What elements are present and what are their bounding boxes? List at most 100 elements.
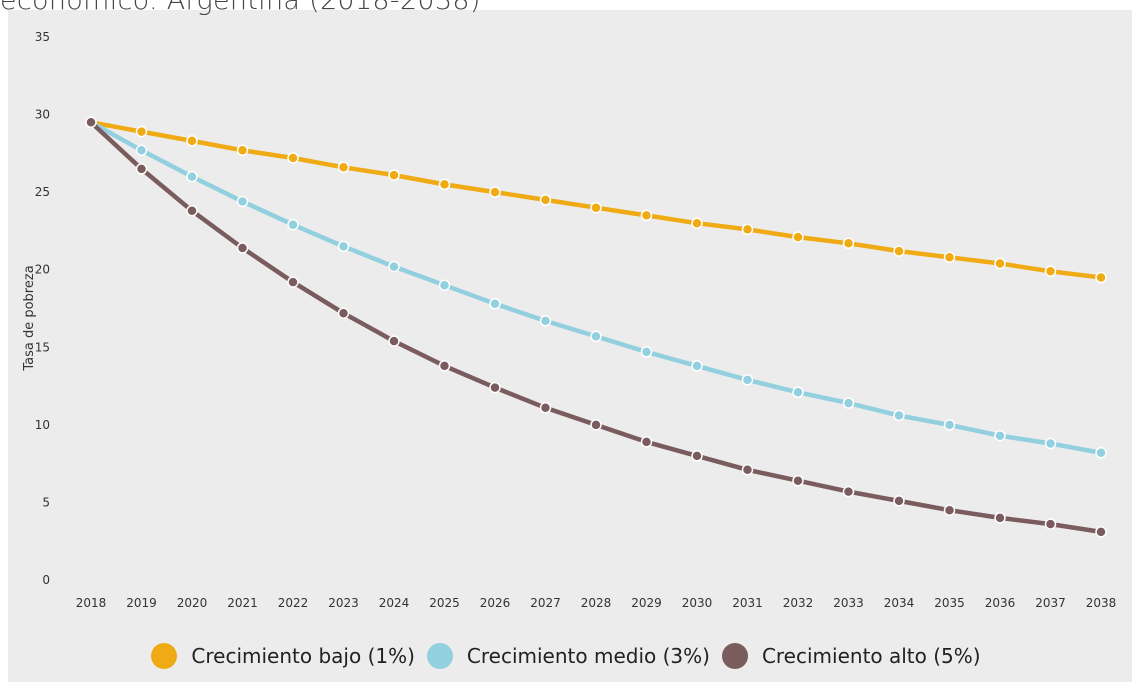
series-group	[85, 116, 1107, 459]
data-point	[135, 125, 148, 138]
data-point	[1095, 271, 1107, 284]
y-tick-label: 30	[35, 108, 50, 122]
data-point	[1095, 526, 1107, 538]
data-point	[85, 116, 97, 129]
data-point	[590, 330, 602, 343]
x-tick-label: 2028	[581, 596, 612, 610]
series-group	[85, 116, 1107, 538]
legend-label: Crecimiento bajo (1%)	[191, 644, 415, 668]
data-point	[943, 251, 956, 264]
x-tick-label: 2022	[278, 596, 309, 610]
series-group	[85, 116, 1107, 284]
x-tick-label: 2024	[379, 596, 410, 610]
x-tick-label: 2023	[328, 596, 359, 610]
data-point	[1044, 518, 1057, 530]
legend-swatch	[426, 643, 453, 669]
chart-panel	[8, 10, 1132, 682]
y-tick-label: 5	[42, 495, 50, 509]
legend-item: Crecimiento alto (5%)	[716, 643, 987, 669]
x-tick-label: 2034	[884, 596, 915, 610]
legend-label: Crecimiento alto (5%)	[761, 644, 981, 668]
data-point	[994, 257, 1006, 270]
x-tick-label: 2032	[783, 596, 814, 610]
y-tick-label: 25	[35, 185, 50, 199]
x-tick-label: 2036	[985, 596, 1016, 610]
data-point	[994, 429, 1006, 442]
data-point	[337, 161, 350, 174]
data-point	[337, 240, 350, 253]
x-tick-label: 2035	[934, 596, 965, 610]
data-point	[994, 512, 1006, 524]
data-point	[539, 402, 552, 414]
series-line	[88, 120, 1104, 456]
chart-legend: Crecimiento bajo (1%) Crecimiento medio (…	[0, 638, 1132, 674]
x-tick-label: 2029	[631, 596, 662, 610]
x-tick-label: 2026	[480, 596, 511, 610]
data-point	[842, 485, 855, 498]
x-tick-label: 2027	[530, 596, 561, 610]
x-tick-label: 2025	[429, 596, 460, 610]
data-point	[539, 315, 552, 327]
legend-label: Crecimiento medio (3%)	[466, 644, 710, 668]
data-point	[1044, 265, 1057, 278]
legend-swatch	[151, 643, 178, 669]
data-point	[287, 218, 299, 231]
data-point	[691, 217, 703, 229]
data-point	[186, 205, 198, 217]
data-point	[489, 381, 501, 394]
data-point	[590, 201, 602, 214]
data-point	[186, 135, 198, 147]
x-tick-label: 2019	[126, 596, 157, 610]
data-point	[489, 298, 501, 310]
data-point	[388, 169, 400, 181]
y-axis-label: Tasa de pobreza	[22, 265, 37, 371]
legend-item: Crecimiento medio (3%)	[421, 643, 716, 669]
data-point	[842, 397, 855, 409]
data-point	[388, 335, 400, 347]
data-point	[1044, 437, 1057, 450]
data-point	[741, 374, 754, 386]
data-point	[640, 346, 653, 358]
data-point	[943, 419, 956, 431]
data-point	[792, 231, 804, 243]
data-point	[842, 237, 855, 250]
data-point	[135, 163, 148, 175]
data-point	[1095, 447, 1107, 459]
x-tick-label: 2037	[1035, 596, 1066, 610]
x-tick-label: 2031	[732, 596, 763, 610]
data-point	[539, 194, 552, 206]
data-point	[236, 195, 249, 208]
y-tick-label: 10	[35, 418, 50, 432]
data-point	[893, 409, 905, 422]
data-point	[590, 419, 602, 431]
data-point	[236, 242, 249, 254]
y-tick-label: 0	[42, 573, 50, 587]
y-tick-label: 20	[35, 263, 50, 277]
data-point	[337, 307, 350, 319]
y-tick-label: 35	[35, 30, 50, 44]
x-tick-label: 2038	[1086, 596, 1117, 610]
data-point	[640, 209, 653, 222]
data-point	[943, 504, 956, 516]
data-point	[135, 144, 148, 157]
data-point	[792, 386, 804, 399]
y-tick-label: 15	[35, 340, 50, 354]
data-point	[287, 276, 299, 288]
data-point	[691, 450, 703, 462]
x-tick-label: 2030	[682, 596, 713, 610]
data-point	[438, 178, 451, 191]
x-tick-label: 2021	[227, 596, 258, 610]
data-point	[236, 144, 249, 157]
data-point	[792, 474, 804, 487]
data-point	[691, 360, 703, 372]
data-point	[741, 464, 754, 476]
chart-title: económico. Argentina (2018-2038)	[0, 0, 481, 16]
data-point	[640, 436, 653, 448]
data-point	[438, 360, 451, 372]
data-point	[287, 152, 299, 164]
data-point	[741, 223, 754, 236]
data-point	[186, 170, 198, 183]
data-point	[388, 260, 400, 273]
